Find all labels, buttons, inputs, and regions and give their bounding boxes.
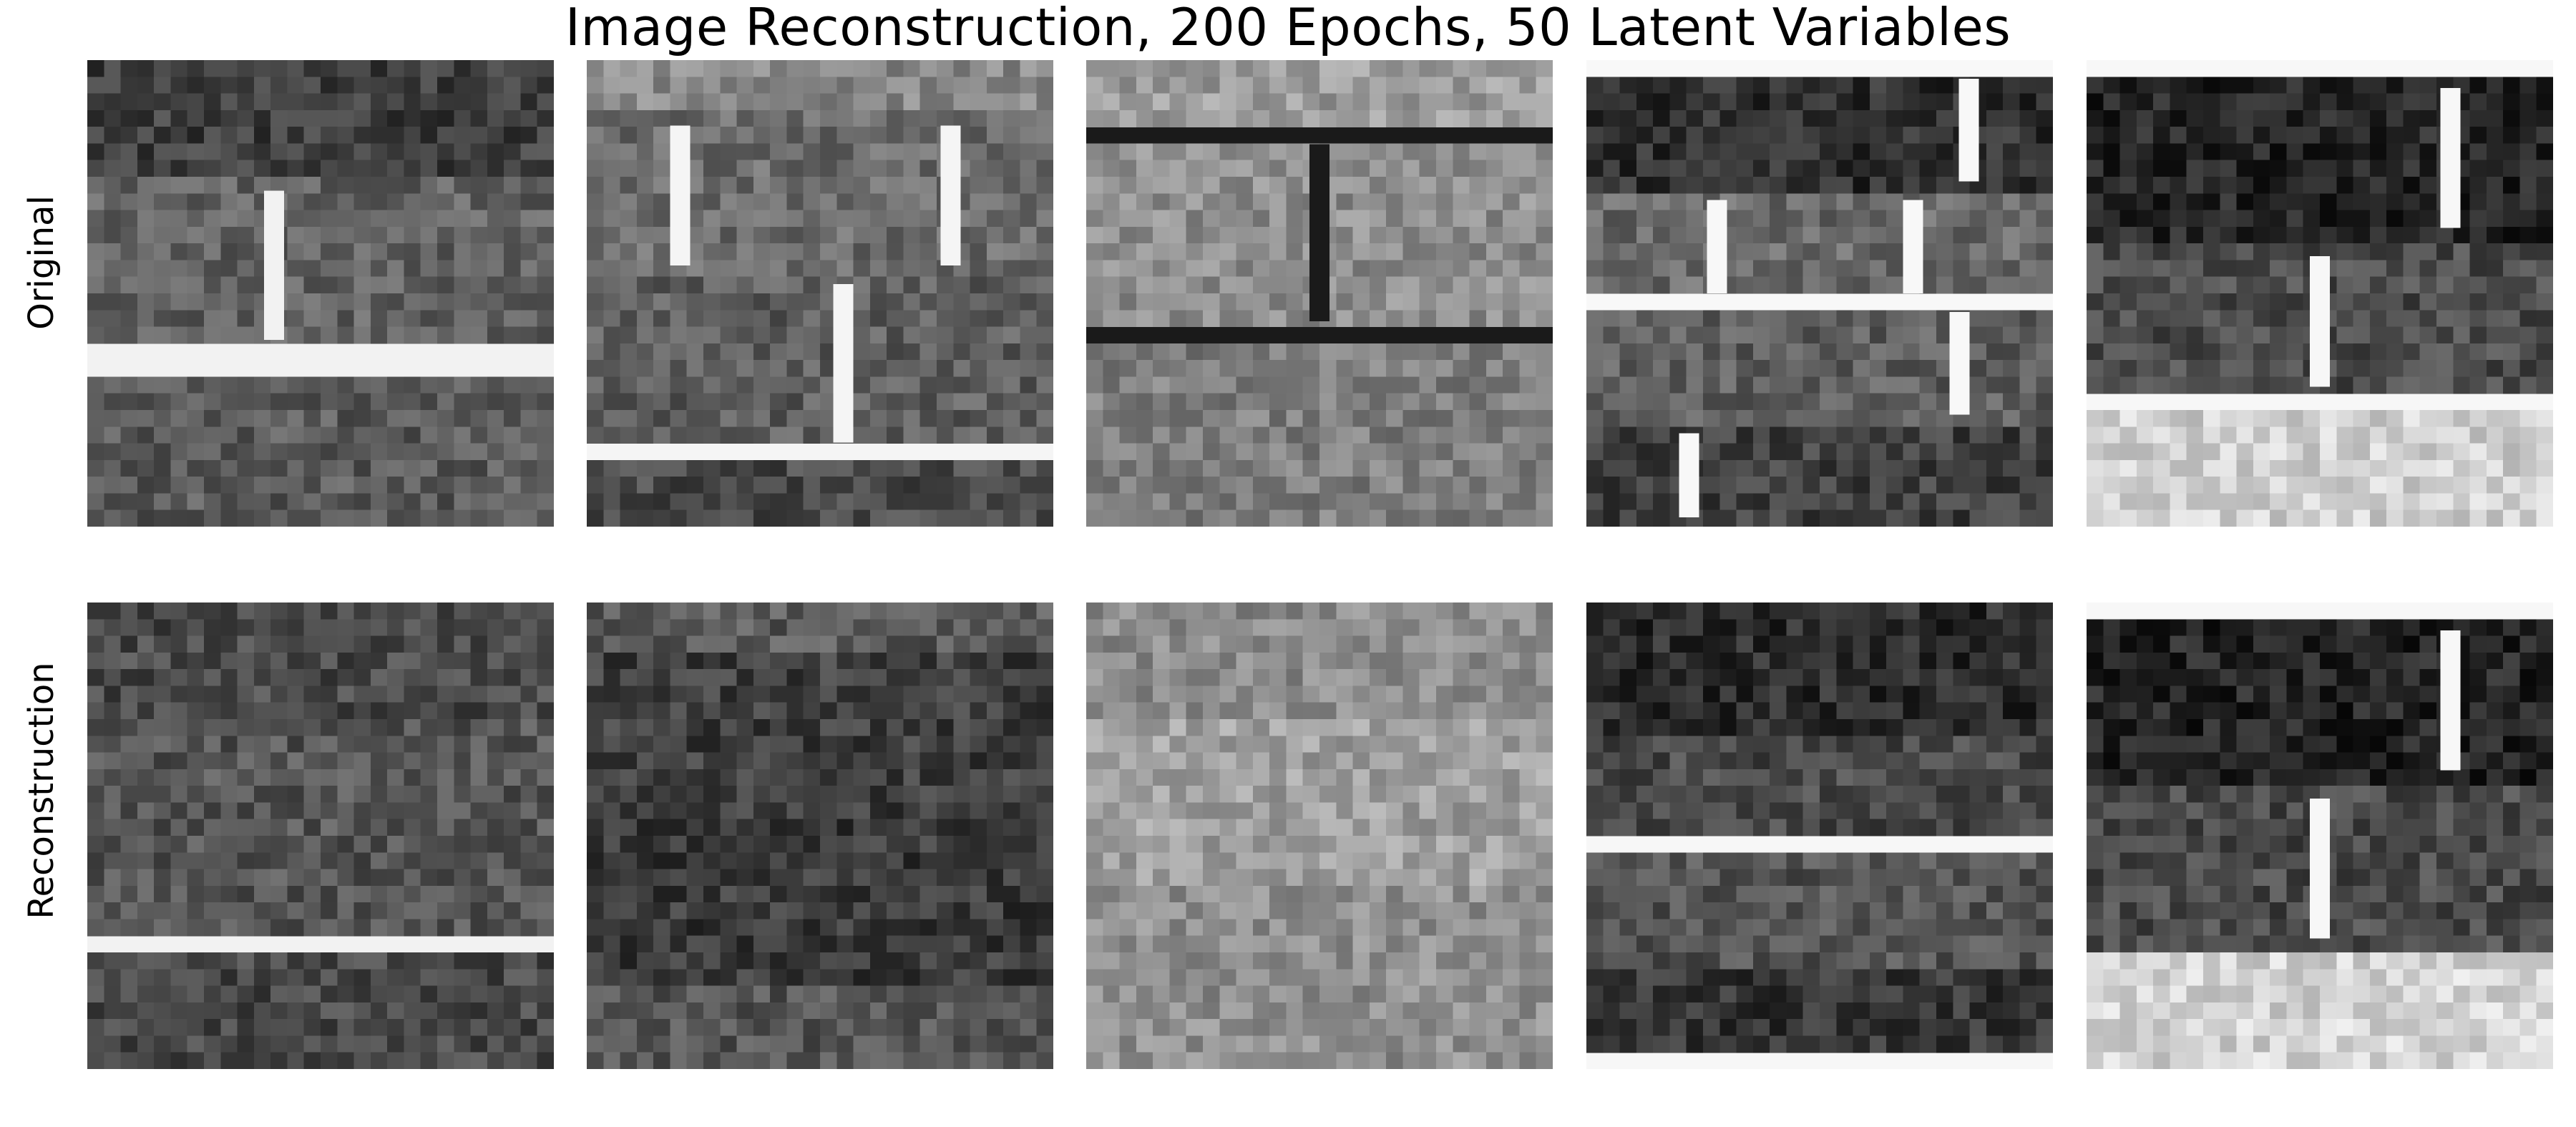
brick-original-2 [587,60,1053,527]
brick-reconstruction-3 [1086,602,1553,1069]
row-label-reconstruction: Reconstruction [21,662,62,919]
brick-reconstruction-1 [87,602,554,1069]
brick-reconstruction-5 [2087,602,2553,1069]
row-label-original: Original [21,195,62,330]
brick-reconstruction-4 [1586,602,2053,1069]
brick-reconstruction-2 [587,602,1053,1069]
brick-original-1 [87,60,554,527]
brick-original-3 [1086,60,1553,527]
brick-original-4 [1586,60,2053,527]
brick-original-5 [2087,60,2553,527]
figure-title: Image Reconstruction, 200 Epochs, 50 Lat… [565,0,2011,57]
